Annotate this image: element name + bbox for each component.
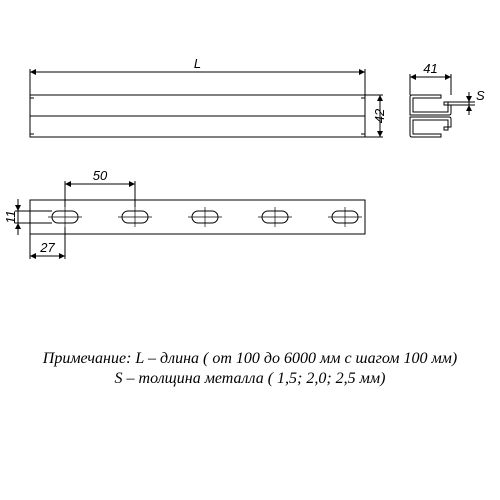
technical-drawing: L 42 41 S 50 11 27 [0,0,500,340]
svg-text:L: L [194,56,201,71]
note-line-2: S – толщина металла ( 1,5; 2,0; 2,5 мм) [0,370,500,388]
svg-text:50: 50 [93,168,108,183]
svg-text:41: 41 [423,61,437,76]
svg-text:27: 27 [39,240,55,255]
svg-text:42: 42 [372,108,387,123]
svg-text:11: 11 [3,210,18,224]
svg-text:S: S [476,88,485,103]
note-line-1: Примечание: L – длина ( от 100 до 6000 м… [0,350,500,368]
